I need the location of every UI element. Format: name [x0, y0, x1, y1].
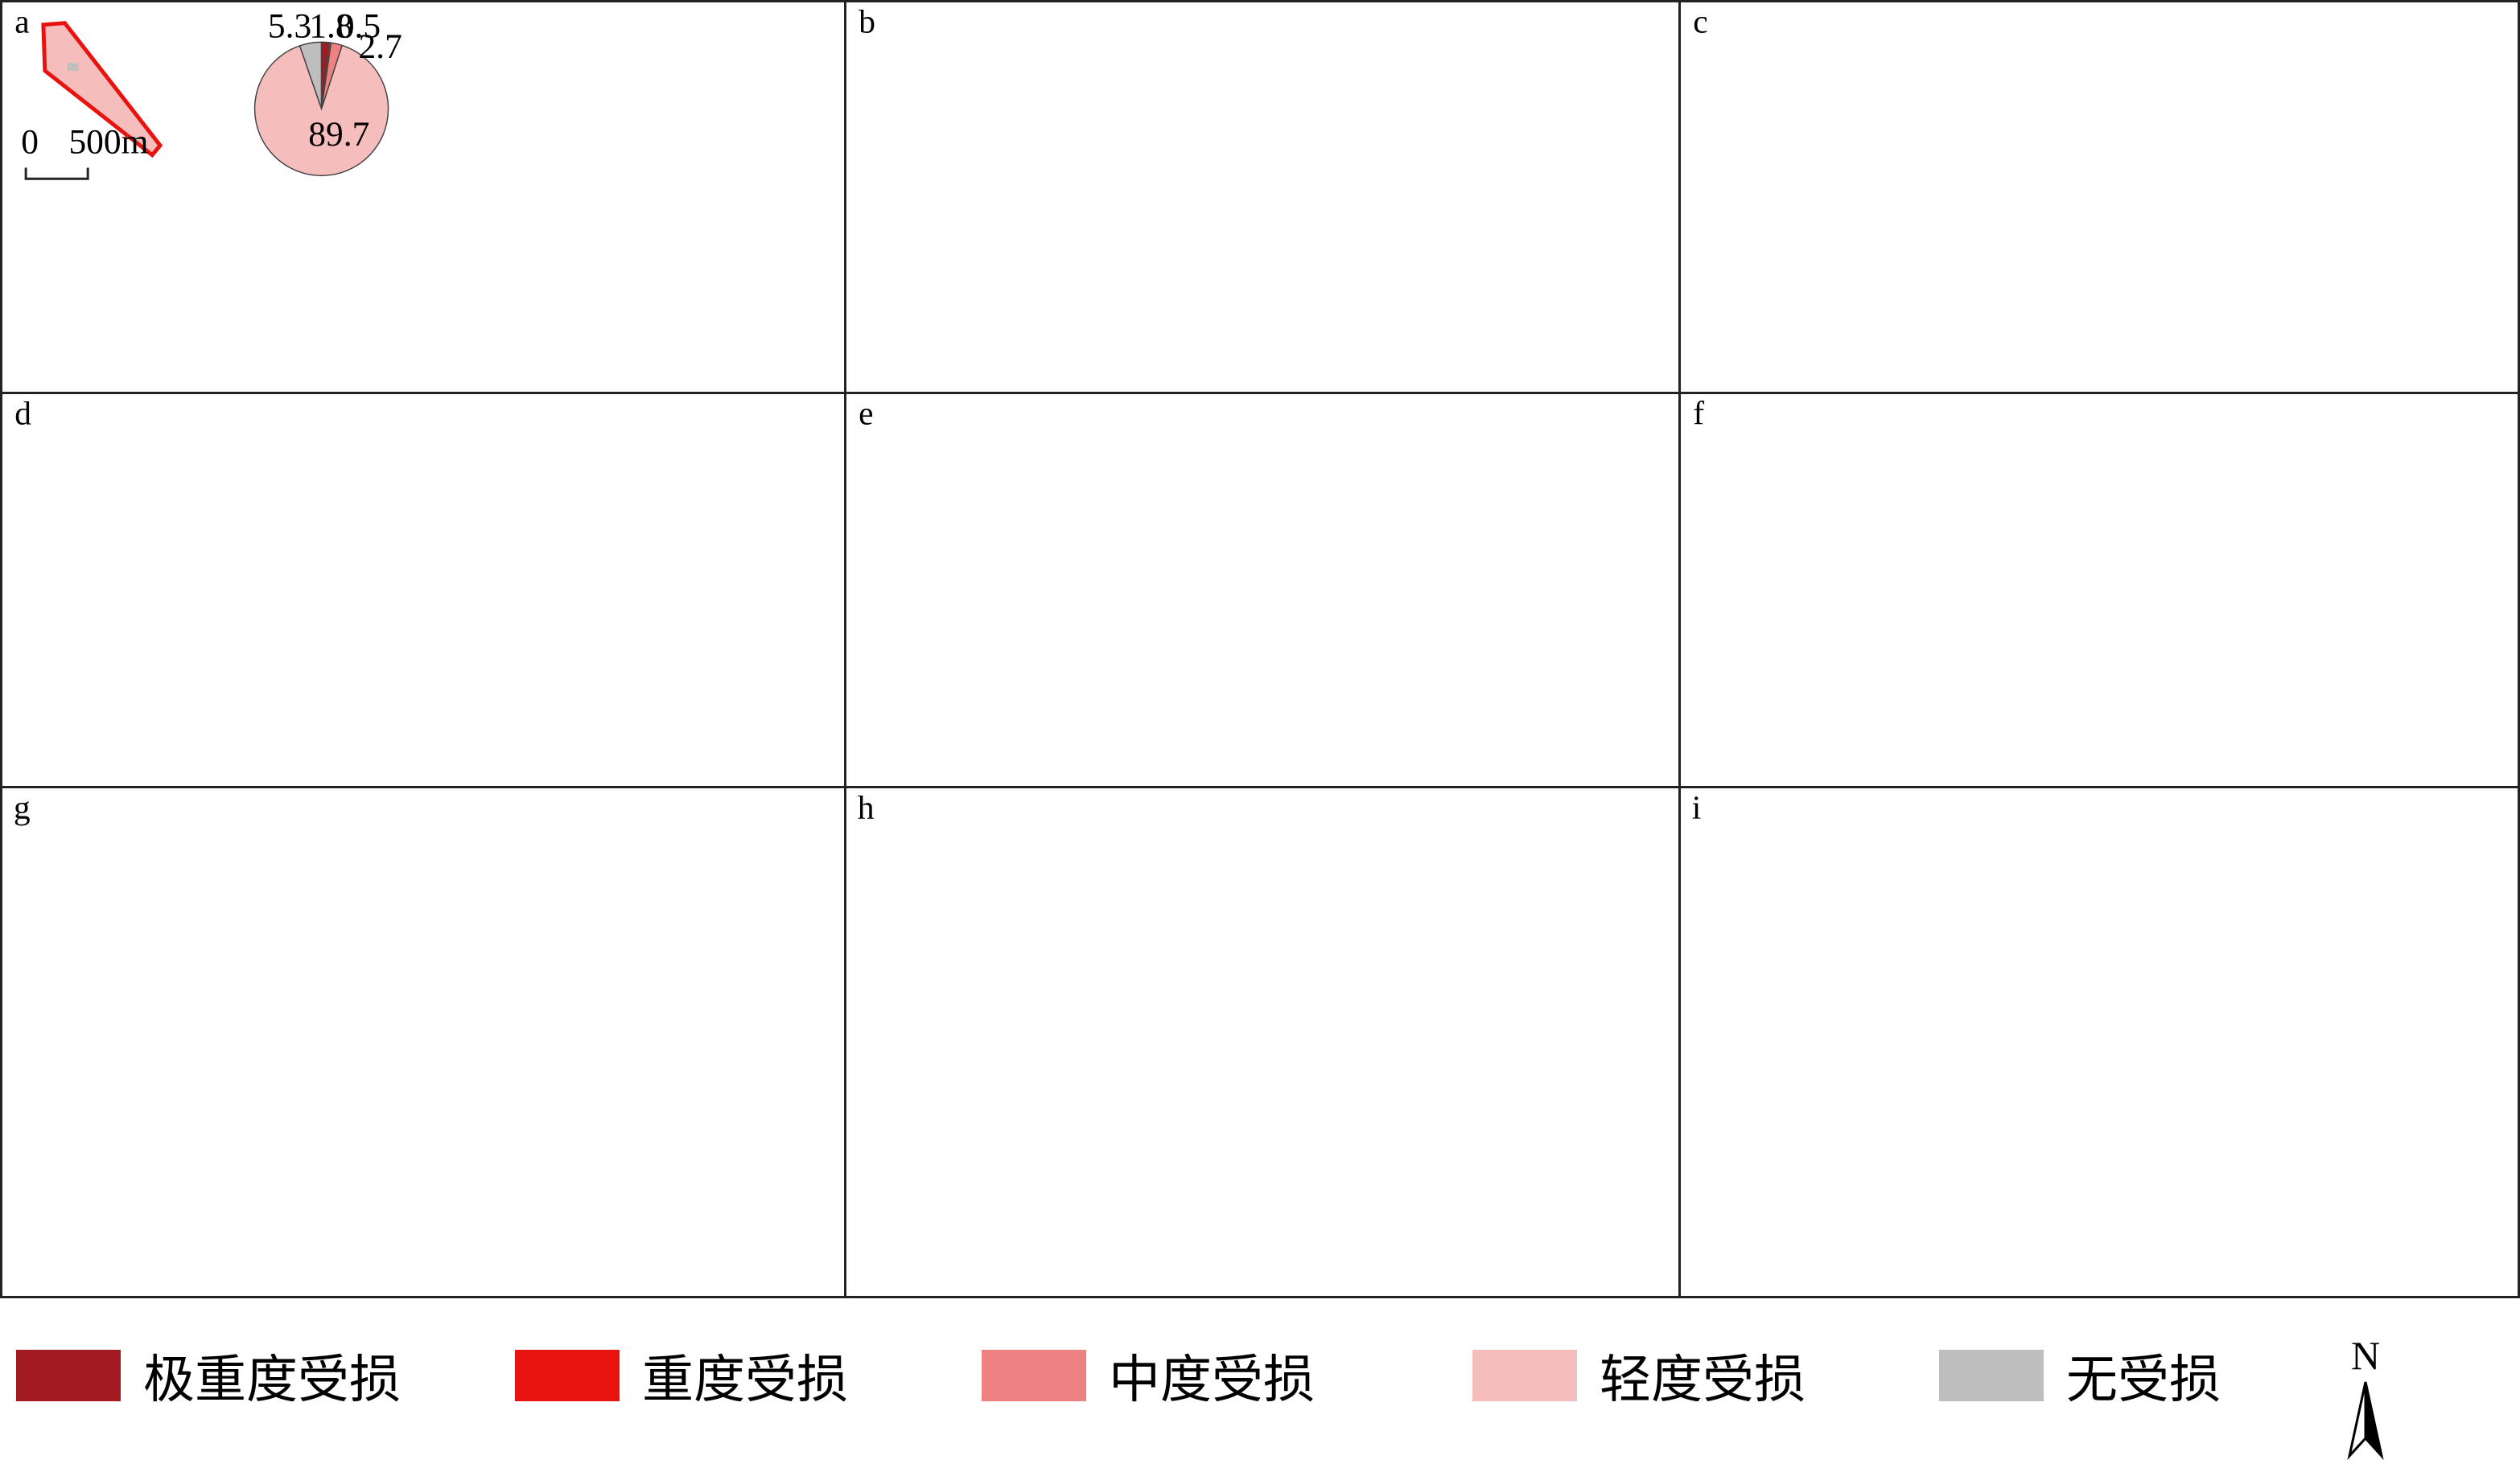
pie-value-label: 89.7: [308, 115, 369, 154]
legend-label-none: 无受损: [2066, 1351, 2221, 1410]
legend-swatch-moderate: [982, 1350, 1086, 1401]
legend-item-moderate: 中度受损: [982, 1335, 1315, 1416]
panel-letter: b: [859, 3, 875, 40]
panel-f: f0200m3.24.621.212.558.5: [1678, 392, 2520, 788]
panel-e: e090m2.65.12.48.181.8: [844, 392, 1681, 788]
legend-label-extreme: 极重度受损: [143, 1351, 401, 1410]
legend-label-heavy: 重度受损: [642, 1351, 848, 1410]
map-cell: [67, 63, 79, 72]
map-cell: [108, 56, 120, 64]
island-map: [41, 21, 163, 158]
panel-d: d0500m41.73.927.363.1: [0, 392, 846, 788]
legend-swatch-light: [1472, 1350, 1577, 1401]
legend-item-light: 轻度受损: [1472, 1335, 1806, 1416]
panel-letter: e: [859, 395, 873, 432]
scale-label: 500m: [68, 123, 148, 162]
pie-value-label: 5.3: [268, 6, 311, 45]
pie-chart: [253, 41, 389, 177]
panel-letter: f: [1693, 395, 1704, 432]
legend-label-moderate: 中度受损: [1109, 1351, 1315, 1410]
map-panel-a: a 0 500m 5.31.80.52.7 89.7: [14, 3, 402, 180]
map-panel-h: h090m72.338.329.922.6: [858, 789, 875, 826]
legend-item-extreme: 极重度受损: [16, 1335, 401, 1416]
legend: 极重度受损 重度受损 中度受损 轻度受损 无受损: [0, 1319, 2520, 1464]
north-arrow-icon: N: [2347, 1335, 2384, 1461]
map-panel-c: c0200m0.35.495.380: [1693, 3, 1707, 40]
panel-i: i0200m60.70.515.976.9: [1678, 786, 2520, 1298]
panel-b: b090m4.61.211.413.169.7: [844, 0, 1681, 394]
legend-swatch-heavy: [515, 1350, 620, 1401]
panel-letter: d: [14, 395, 31, 432]
panel-letter: i: [1692, 789, 1702, 826]
panel-letter: h: [858, 789, 875, 826]
legend-item-heavy: 重度受损: [515, 1335, 848, 1416]
map-cell: [132, 39, 143, 48]
map-panel-e: e090m2.65.12.48.181.8: [859, 395, 873, 432]
panel-letter: g: [14, 789, 31, 826]
pie-slice: [253, 44, 389, 177]
pie-value-label: 2.7: [358, 27, 401, 66]
map-panel-i: i0200m60.70.515.976.9: [1692, 789, 1702, 826]
panel-letter: a: [14, 3, 29, 40]
pie-value-label: 1.8: [309, 6, 352, 45]
panel-g: g0500m2.50.26.959.431: [0, 786, 846, 1298]
panel-a: a 0 500m 5.3 1.8 0.5 2.7 89.7: [0, 0, 846, 394]
legend-item-none: 无受损: [1939, 1335, 2221, 1416]
scale-zero: 0: [21, 123, 39, 162]
legend-swatch-extreme: [16, 1350, 121, 1401]
map-panel-g: g0500m2.50.26.959.431: [14, 789, 31, 826]
legend-label-light: 轻度受损: [1600, 1351, 1806, 1410]
map-panel-b: b090m4.61.211.413.169.7: [859, 3, 875, 40]
map-cell: [108, 46, 120, 55]
north-label: N: [2351, 1335, 2380, 1378]
pie-value-label: 0.5: [337, 6, 381, 45]
panel-letter: c: [1693, 3, 1707, 40]
scale-bar: [24, 167, 89, 180]
panel-c: c0200m0.35.495.380: [1678, 0, 2520, 394]
map-panel-d: d0500m41.73.927.363.1: [14, 395, 31, 432]
legend-swatch-none: [1939, 1350, 2044, 1401]
map-panel-f: f0200m3.24.621.212.558.5: [1693, 395, 1704, 432]
panel-h: h090m72.338.329.922.6: [844, 786, 1681, 1298]
